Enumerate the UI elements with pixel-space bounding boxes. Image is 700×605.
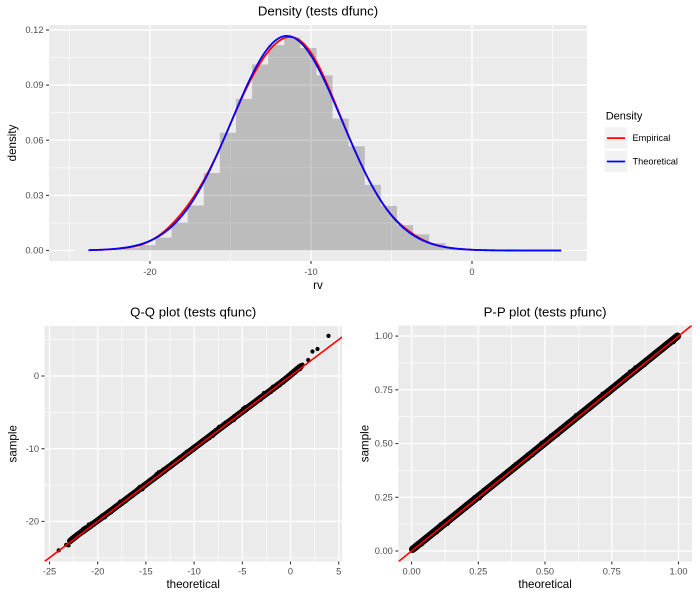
svg-text:Q-Q plot (tests qfunc): Q-Q plot (tests qfunc) bbox=[130, 305, 256, 320]
svg-text:P-P plot (tests pfunc): P-P plot (tests pfunc) bbox=[484, 305, 607, 320]
svg-text:-20: -20 bbox=[143, 267, 156, 277]
svg-text:0.09: 0.09 bbox=[25, 80, 43, 90]
svg-text:theoretical: theoretical bbox=[166, 578, 220, 591]
svg-text:-20: -20 bbox=[91, 567, 104, 577]
svg-text:0: 0 bbox=[288, 567, 293, 577]
svg-text:0.75: 0.75 bbox=[375, 385, 393, 395]
svg-text:1.00: 1.00 bbox=[669, 567, 687, 577]
svg-text:0.03: 0.03 bbox=[25, 191, 43, 201]
svg-text:0.00: 0.00 bbox=[403, 567, 421, 577]
svg-text:theoretical: theoretical bbox=[518, 578, 572, 591]
svg-text:0.25: 0.25 bbox=[375, 492, 393, 502]
svg-text:0.50: 0.50 bbox=[536, 567, 554, 577]
svg-text:0: 0 bbox=[34, 371, 39, 381]
svg-text:-10: -10 bbox=[187, 567, 200, 577]
svg-text:density: density bbox=[6, 124, 19, 161]
svg-text:0.00: 0.00 bbox=[25, 246, 43, 256]
svg-text:0.00: 0.00 bbox=[375, 546, 393, 556]
svg-text:rv: rv bbox=[313, 279, 323, 292]
svg-text:0.06: 0.06 bbox=[25, 135, 43, 145]
svg-text:0.25: 0.25 bbox=[469, 567, 487, 577]
svg-text:sample: sample bbox=[358, 425, 371, 462]
svg-text:5: 5 bbox=[336, 567, 341, 577]
svg-text:0: 0 bbox=[469, 267, 474, 277]
svg-text:0.50: 0.50 bbox=[375, 439, 393, 449]
svg-text:0.12: 0.12 bbox=[25, 25, 43, 35]
svg-text:-10: -10 bbox=[26, 444, 39, 454]
svg-text:Empirical: Empirical bbox=[633, 133, 671, 143]
svg-text:0.75: 0.75 bbox=[603, 567, 621, 577]
svg-text:Theoretical: Theoretical bbox=[633, 157, 678, 167]
svg-text:-10: -10 bbox=[304, 267, 317, 277]
svg-text:-20: -20 bbox=[26, 517, 39, 527]
svg-text:Density: Density bbox=[606, 111, 643, 123]
svg-text:-15: -15 bbox=[139, 567, 152, 577]
svg-text:-25: -25 bbox=[43, 567, 56, 577]
svg-text:sample: sample bbox=[6, 425, 19, 462]
svg-text:Density (tests dfunc): Density (tests dfunc) bbox=[258, 4, 378, 19]
svg-text:-5: -5 bbox=[238, 567, 246, 577]
svg-text:1.00: 1.00 bbox=[375, 331, 393, 341]
